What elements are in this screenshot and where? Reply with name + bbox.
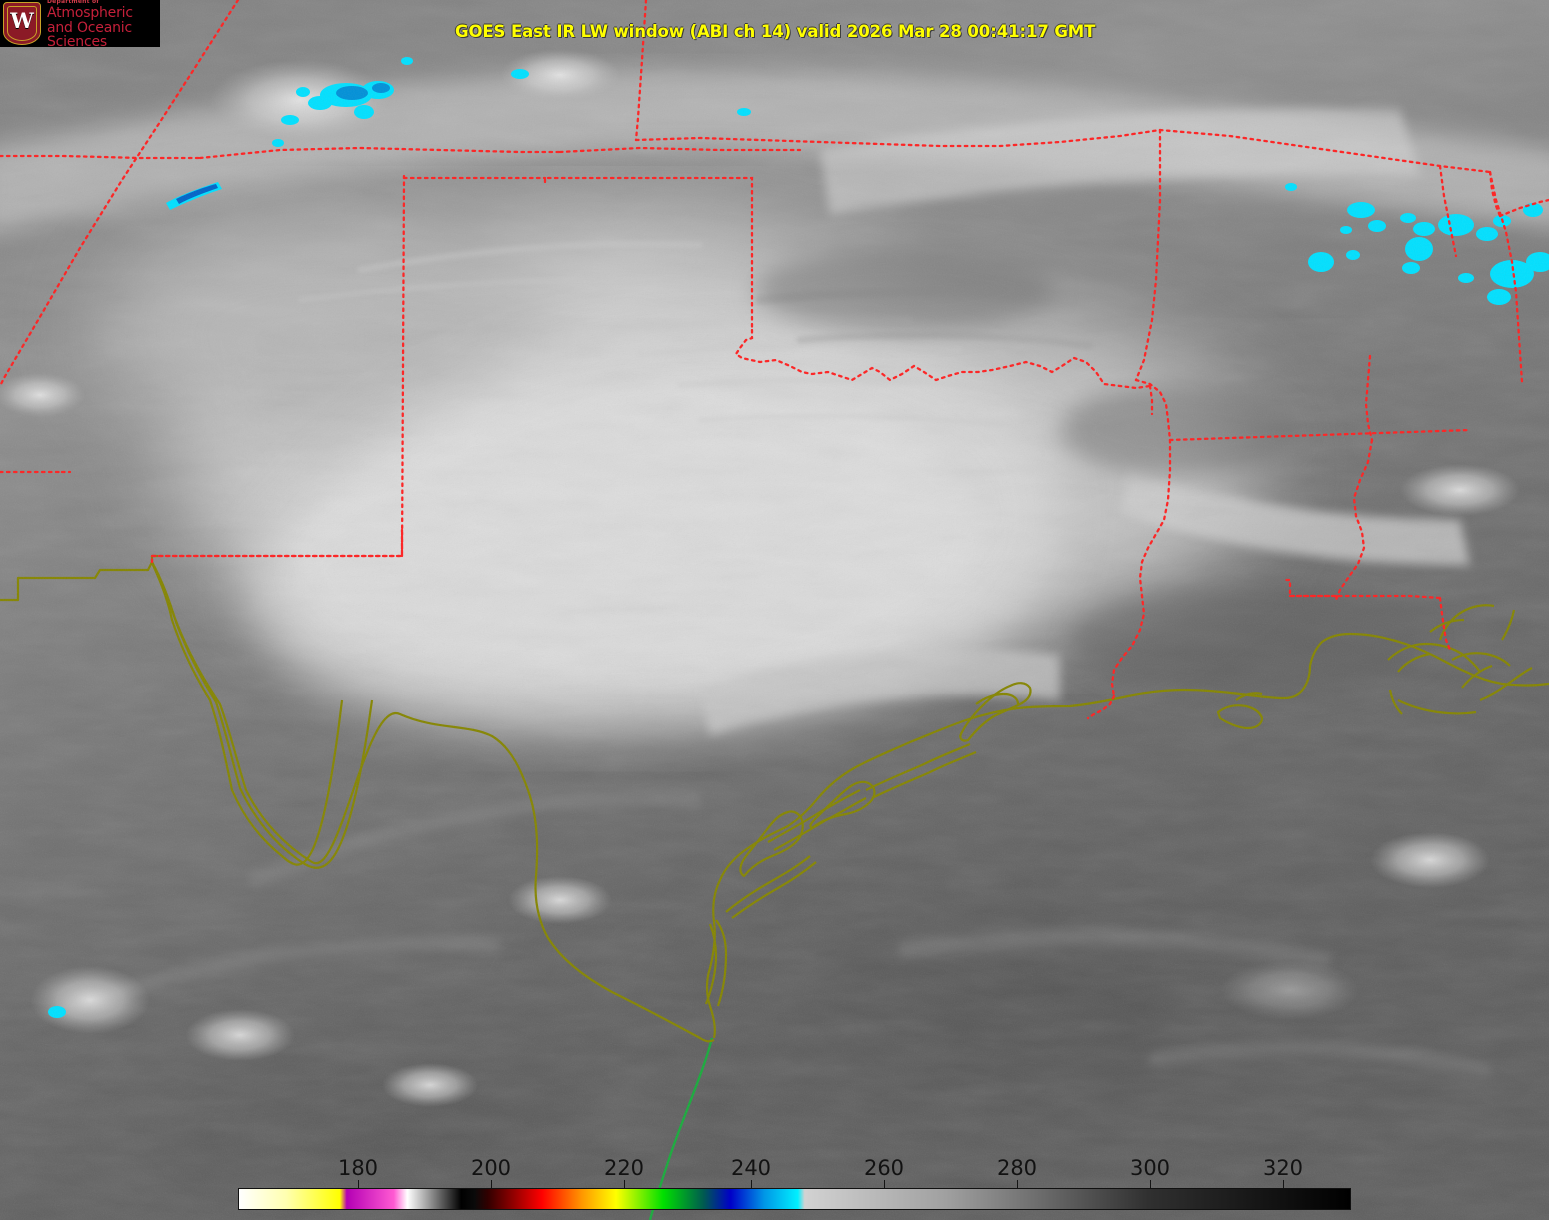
uw-crest-icon: W <box>3 1 41 46</box>
image-title: GOES East IR LW window (ABI ch 14) valid… <box>455 22 1096 41</box>
logo-text-block: Department of Atmospheric and Oceanic Sc… <box>47 0 160 47</box>
crest-w-letter: W <box>10 8 34 33</box>
logo-department-kicker: Department of <box>47 0 100 5</box>
uw-aos-logo: W Department of Atmospheric and Oceanic … <box>0 0 160 47</box>
logo-line-2: and Oceanic Sciences <box>47 19 132 48</box>
logo-line-1: Atmospheric <box>47 4 133 21</box>
